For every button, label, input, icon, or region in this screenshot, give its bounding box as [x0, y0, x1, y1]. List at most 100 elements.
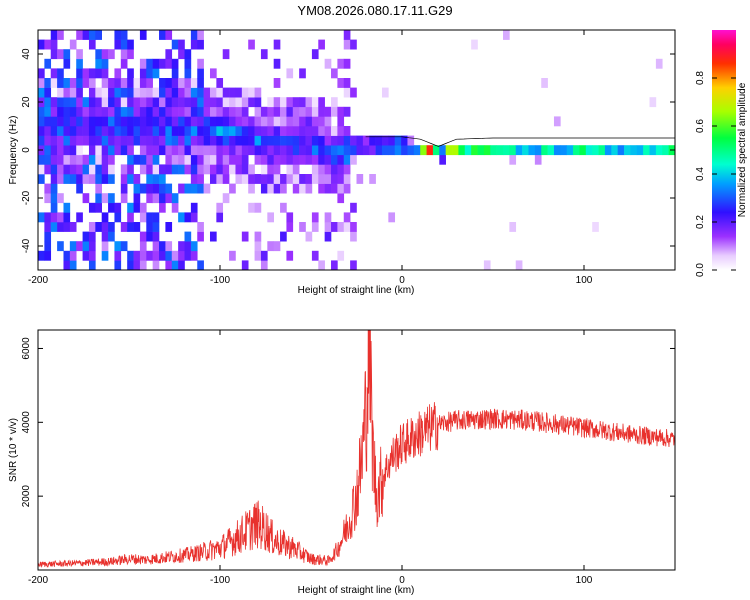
- spectrogram-cell: [165, 78, 173, 88]
- spectrogram-cell: [101, 116, 109, 127]
- spectrogram-cell: [311, 49, 319, 60]
- spectrogram-cell: [165, 126, 173, 136]
- spectrogram-cell: [139, 97, 147, 108]
- spectrogram-cell: [101, 49, 109, 60]
- snr-panel: -200 -100 0 100 2000 4000 6000 Height of stra…: [8, 329, 676, 596]
- spectrogram-cell: [44, 250, 52, 261]
- spectrogram-cell: [95, 30, 102, 40]
- spectrogram-cell: [343, 154, 351, 165]
- spectrogram-cell: [165, 154, 173, 165]
- spectrogram-cell: [229, 135, 236, 146]
- spectrogram-cell: [95, 106, 102, 117]
- spectrogram-cell: [273, 164, 281, 175]
- spectrogram-cell: [63, 260, 71, 270]
- spectrogram-cell: [299, 145, 306, 156]
- spectrogram-cell: [38, 68, 45, 79]
- spectrogram-cell: [216, 78, 224, 88]
- spectrogram-cell: [305, 97, 313, 108]
- spectrogram-y-tick-label: 40: [21, 48, 32, 60]
- spectrogram-cell: [318, 174, 325, 184]
- spectrogram-cell: [178, 154, 185, 165]
- spectrogram-cell: [216, 164, 224, 175]
- spectrogram-cell: [133, 202, 141, 213]
- spectrogram-cell: [76, 174, 83, 184]
- spectrogram-cell: [38, 212, 45, 223]
- spectrogram-cell: [241, 135, 249, 146]
- spectrogram-cell: [152, 68, 160, 79]
- spectrogram-cell: [286, 116, 294, 127]
- spectrogram-cell: [273, 174, 281, 184]
- spectrogram-cell: [267, 212, 274, 223]
- spectrogram-cell: [95, 193, 102, 204]
- spectrogram-cell: [101, 106, 109, 117]
- spectrogram-cell: [152, 212, 160, 223]
- spectrogram-cell: [286, 212, 294, 223]
- spectrogram-cell: [108, 106, 115, 117]
- colorbar: 0.0 0.2 0.4 0.6 0.8 Normalized spectral ampl…: [695, 30, 748, 277]
- spectrogram-cell: [216, 145, 224, 156]
- spectrogram-cell: [585, 145, 593, 156]
- spectrogram-cell: [337, 58, 345, 69]
- spectrogram-cell: [241, 145, 249, 156]
- spectrogram-cell: [305, 231, 313, 242]
- spectrogram-cell: [343, 78, 351, 88]
- spectrogram-cell: [63, 58, 71, 69]
- spectrogram-cell: [108, 78, 115, 88]
- spectrogram-cell: [190, 116, 198, 127]
- spectrogram-cell: [318, 116, 325, 127]
- spectrogram-cell: [57, 135, 64, 146]
- spectrogram-cell: [82, 135, 90, 146]
- spectrogram-cell: [44, 193, 52, 204]
- spectrogram-cell: [82, 154, 90, 165]
- spectrogram-cell: [127, 116, 134, 127]
- spectrogram-cell: [458, 145, 466, 156]
- spectrogram-cell: [190, 174, 198, 184]
- spectrogram-y-tick-label: 0: [21, 147, 32, 153]
- spectrogram-cell: [280, 231, 287, 242]
- spectrogram-cell: [280, 126, 287, 136]
- spectrogram-cell: [114, 39, 122, 50]
- spectrogram-cell: [76, 87, 83, 98]
- spectrogram-cell: [248, 87, 255, 98]
- spectrogram-cell: [254, 250, 262, 261]
- spectrogram-cell: [197, 222, 204, 232]
- spectrogram-cell: [146, 174, 153, 184]
- spectrogram-cell: [630, 145, 638, 156]
- spectrogram-cell: [292, 135, 300, 146]
- spectrogram-cell: [69, 250, 77, 261]
- spectrogram-cell: [350, 39, 357, 50]
- spectrogram-cell: [159, 202, 166, 213]
- spectrogram-cell: [337, 78, 345, 88]
- spectrogram-cell: [471, 39, 478, 50]
- spectrogram-cell: [69, 260, 77, 270]
- spectrogram-cell: [120, 145, 128, 156]
- spectrogram-cell: [57, 30, 64, 40]
- chart-title: YM08.2026.080.17.11.G29: [297, 3, 452, 18]
- spectrogram-cell: [203, 164, 211, 175]
- spectrogram-cell: [350, 260, 357, 270]
- spectrogram-cell: [146, 193, 153, 204]
- spectrogram-cell: [178, 87, 185, 98]
- spectrogram-cell: [356, 135, 364, 146]
- spectrogram-cell: [222, 154, 230, 165]
- spectrogram-cell: [260, 250, 268, 261]
- spectrogram-cell: [324, 183, 332, 194]
- spectrogram-cell: [152, 126, 160, 136]
- spectrogram-cell: [197, 145, 204, 156]
- spectrogram-cell: [127, 126, 134, 136]
- spectrogram-cell: [260, 183, 268, 194]
- spectrogram-cell: [76, 49, 83, 60]
- spectrogram-cell: [229, 183, 236, 194]
- spectrogram-cell: [171, 154, 179, 165]
- spectrogram-cell: [197, 58, 204, 69]
- spectrogram-cell: [203, 145, 211, 156]
- spectrogram-cell: [311, 126, 319, 136]
- spectrogram-cell: [165, 97, 173, 108]
- spectrogram-cell: [120, 241, 128, 252]
- spectrogram-cell: [88, 222, 96, 232]
- spectrogram-cell: [311, 164, 319, 175]
- spectrogram-cell: [120, 164, 128, 175]
- spectrogram-cell: [146, 116, 153, 127]
- spectrogram-cell: [95, 58, 102, 69]
